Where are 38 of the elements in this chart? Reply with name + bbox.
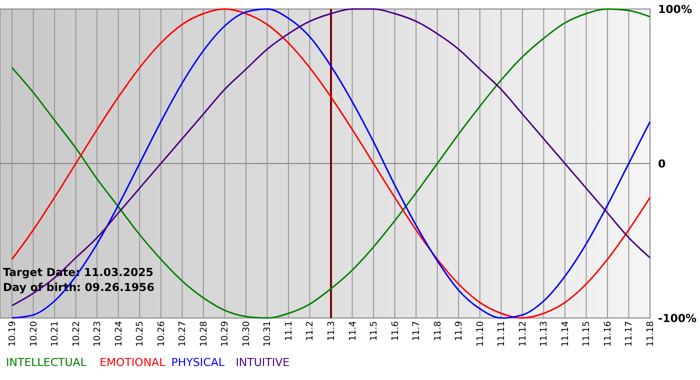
x-tick-label: 11.15 (582, 321, 592, 347)
x-tick-label: 11.4 (348, 320, 358, 342)
x-tick-label: 11.18 (646, 320, 656, 347)
x-tick-label: 11.14 (560, 320, 571, 347)
y-tick-label: 0 (658, 157, 666, 170)
x-tick-label: 11.13 (540, 321, 550, 347)
x-tick-label: 11.5 (370, 321, 380, 342)
x-tick-label: 10.21 (50, 321, 61, 347)
x-tick-label: 11.8 (433, 320, 444, 342)
x-tick-label: 11.1 (284, 321, 294, 342)
x-tick-label: 10.19 (8, 320, 18, 347)
y-tick-label: 100% (658, 2, 692, 16)
x-tick-label: 11.17 (624, 321, 635, 347)
x-tick-label: 11.16 (603, 320, 614, 347)
x-tick-label: 10.23 (93, 321, 104, 347)
text: INTUITIVE (236, 356, 290, 369)
x-tick-label: 11.6 (390, 320, 401, 342)
x-tick-label: 11.12 (518, 321, 528, 347)
x-tick-label: 11.9 (454, 320, 465, 342)
x-tick-label: 11.7 (412, 321, 422, 342)
text: EMOTIONAL (100, 356, 166, 369)
text: INTELLECTUAL (6, 356, 88, 369)
text: PHYSICAL (171, 356, 226, 369)
x-tick-label: 10.22 (72, 321, 82, 347)
x-tick-label: 11.10 (476, 320, 486, 347)
x-tick-label: 10.26 (156, 320, 167, 347)
x-tick-label: 11.3 (327, 321, 337, 342)
x-tick-label: 10.24 (114, 320, 124, 347)
x-tick-label: 10.25 (136, 321, 146, 347)
x-tick-label: 10.31 (263, 321, 274, 347)
x-tick-label: 10.28 (199, 320, 210, 347)
x-tick-label: 10.30 (242, 320, 252, 347)
y-tick-label: -100% (658, 312, 697, 325)
x-tick-label: 11.2 (306, 321, 316, 342)
x-tick-label: 11.11 (497, 321, 508, 347)
x-tick-label: 10.27 (178, 321, 188, 347)
x-tick-label: 10.29 (220, 320, 231, 347)
x-tick-label: 10.20 (29, 320, 40, 347)
